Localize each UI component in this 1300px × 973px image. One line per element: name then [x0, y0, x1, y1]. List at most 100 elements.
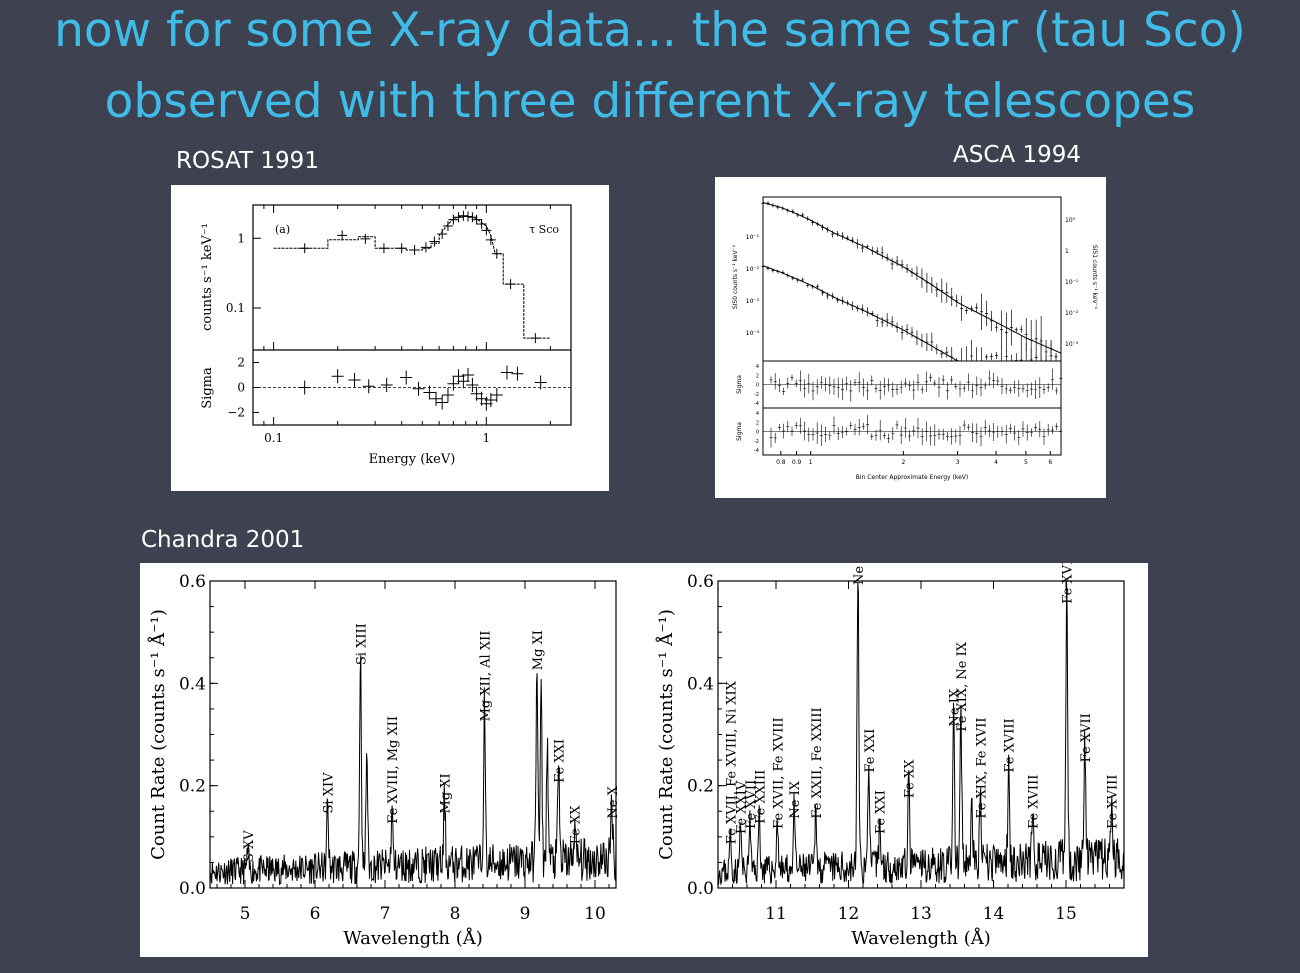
asca-residual-point: [958, 381, 962, 397]
rosat-residual-point: [348, 373, 361, 387]
asca-residual-point: [950, 376, 954, 384]
asca-residual-point: [1034, 423, 1038, 432]
asca-residual-tick-label: -4: [754, 401, 759, 407]
asca-data-point: [880, 317, 884, 328]
asca-residual-point: [790, 374, 794, 381]
asca-data-point: [950, 346, 954, 361]
asca-residual-point: [866, 414, 870, 435]
asca-data-point: [1029, 348, 1033, 361]
chandra-y-tick-label: 0.4: [179, 674, 206, 694]
rosat-data-point: [396, 243, 407, 254]
asca-data-point: [845, 300, 849, 306]
asca-x-tick-label: 1: [809, 459, 813, 466]
asca-residual-point: [920, 428, 924, 446]
rosat-model-line: [273, 216, 551, 339]
asca-data-point: [1039, 337, 1043, 362]
asca-residual-point: [979, 427, 983, 447]
asca-right-y-tick-label: 1: [1065, 248, 1069, 255]
chandra-y-axis-label: Count Rate (counts s⁻¹ Å⁻¹): [147, 609, 169, 860]
rosat-residual-point: [457, 374, 470, 389]
asca-data-point: [915, 330, 919, 346]
asca-left-y-tick-label: 10⁻¹: [746, 234, 760, 241]
asca-data-point: [920, 268, 924, 288]
asca-residual-point: [891, 382, 895, 398]
chandra-line-label: Fe XVIII: [1027, 775, 1042, 829]
asca-residual-point: [983, 382, 987, 390]
asca-residual-y-axis-label: Sigma: [736, 422, 743, 441]
asca-data-point: [821, 289, 825, 296]
asca-residual-point: [811, 428, 815, 441]
asca-data-point: [821, 224, 825, 231]
chandra-line-label: Mg XII, Al XII: [478, 631, 493, 722]
chandra-spectrum-figure: S XV Si XIV Si XIII Fe XVIII, Mg XII Mg XI Mg…: [140, 563, 1148, 957]
asca-residual-point: [1034, 380, 1038, 399]
asca-residual-point: [912, 425, 916, 437]
asca-spectrum-figure: 4 2 0 -2 -4 Sigma 4 2 0 -2 -4 Sigma 0.8 0.9 1 2 3 4 5 6 Bin …: [715, 177, 1106, 498]
asca-data-point: [865, 244, 869, 249]
asca-data-point: [895, 255, 899, 267]
asca-data-point: [905, 263, 909, 274]
asca-data-point: [985, 300, 988, 327]
chandra-y-axis-label: Count Rate (counts s⁻¹ Å⁻¹): [655, 609, 677, 860]
asca-data-point: [965, 306, 969, 314]
rosat-spectrum-figure: 0.1 1 0.1 1 2 0 −2 Energy (keV) counts s⁻¹ keV⁻¹…: [171, 185, 609, 491]
asca-residual-point: [941, 375, 945, 385]
asca-residual-point: [878, 419, 882, 441]
asca-residual-point: [840, 378, 844, 401]
chandra-x-tick-label: 11: [765, 904, 787, 924]
asca-residual-point: [1000, 378, 1004, 395]
chandra-y-tick-label: 0.6: [687, 572, 714, 592]
asca-data-point: [980, 293, 984, 330]
chandra-x-tick-label: 13: [910, 904, 932, 924]
asca-data-point: [870, 246, 874, 255]
chandra-line-label: Fe XIX, Ne IX: [955, 641, 970, 731]
chandra-line-label: Fe XXIII: [753, 770, 768, 824]
asca-residual-point: [912, 380, 916, 400]
asca-data-point: [930, 276, 934, 294]
asca-residual-point: [773, 432, 777, 444]
chandra-caption: Chandra 2001: [141, 527, 305, 553]
rosat-data-point: [299, 243, 310, 254]
asca-residual-point: [945, 432, 949, 441]
chandra-x-tick-label: 9: [520, 904, 531, 924]
rosat-data-point: [458, 210, 469, 221]
asca-residual-point: [933, 424, 937, 446]
asca-residual-point: [782, 423, 786, 439]
asca-residual-point: [1008, 386, 1012, 394]
rosat-data-point: [409, 244, 420, 255]
rosat-caption: ROSAT 1991: [176, 148, 319, 174]
asca-residual-point: [941, 428, 945, 441]
chandra-line-label: Fe XXI: [863, 729, 878, 773]
asca-residual-point: [836, 427, 840, 441]
asca-data-point: [796, 212, 800, 218]
chandra-line-label: Ne X: [606, 785, 621, 818]
rosat-panel-label: (a): [275, 223, 290, 236]
asca-residual-point: [1038, 421, 1042, 438]
chandra-x-tick-label: 8: [450, 904, 461, 924]
rosat-data-point: [442, 220, 453, 231]
asca-left-y-tick-label: 10⁻³: [746, 298, 760, 305]
asca-residual-point: [1008, 423, 1012, 434]
chandra-x-tick-label: 6: [310, 904, 321, 924]
chandra-line-label: Ne IX: [948, 688, 963, 726]
chandra-line-label: Si XIV: [322, 772, 337, 814]
asca-residual-point: [962, 420, 966, 430]
rosat-data-point: [476, 219, 487, 230]
rosat-residual-y-tick-label: 0: [237, 381, 245, 395]
asca-data-point: [845, 235, 849, 241]
asca-data-point: [950, 287, 954, 307]
asca-data-point: [920, 333, 924, 348]
rosat-residual-point: [462, 368, 475, 382]
asca-residual-point: [828, 376, 832, 395]
chandra-x-tick-label: 15: [1055, 904, 1077, 924]
asca-data-point: [1014, 327, 1018, 332]
chandra-line-label: Fe XVII: [1061, 563, 1076, 604]
asca-data-point: [1034, 319, 1038, 359]
asca-data-point: [776, 205, 780, 210]
asca-residual-point: [1025, 383, 1029, 398]
asca-data-point: [900, 259, 904, 270]
chandra-left-spectrum-plot: S XV Si XIV Si XIII Fe XVIII, Mg XII Mg XI Mg…: [147, 572, 621, 949]
asca-residual-point: [950, 428, 954, 445]
chandra-x-tick-label: 5: [240, 904, 251, 924]
asca-x-tick-label: 3: [956, 459, 960, 466]
